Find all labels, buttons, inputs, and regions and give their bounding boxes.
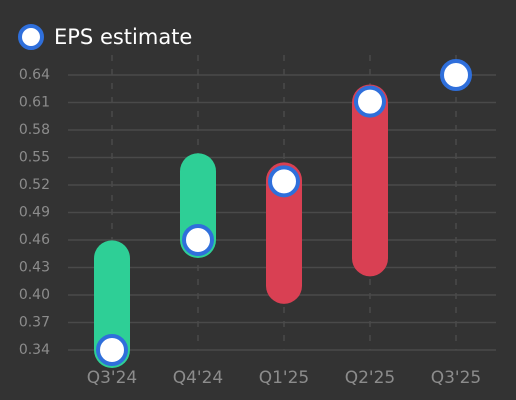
x-tick-label: Q3'24 xyxy=(87,368,138,388)
y-tick-label: 0.55 xyxy=(19,150,50,166)
range-bar-down xyxy=(266,162,302,304)
y-tick-label: 0.37 xyxy=(19,315,50,331)
x-tick-label: Q3'25 xyxy=(431,368,482,388)
eps-estimate-marker xyxy=(440,59,472,91)
legend-label: EPS estimate xyxy=(54,25,193,49)
y-tick-label: 0.46 xyxy=(19,232,50,248)
eps-estimate-marker xyxy=(182,224,214,256)
range-bar-up xyxy=(94,240,130,368)
range-bars xyxy=(94,84,388,368)
x-tick-label: Q1'25 xyxy=(259,368,310,388)
y-axis-ticks: 0.34 0.37 0.40 0.43 0.46 0.49 0.52 0.55 0.58 0.61… xyxy=(19,67,50,358)
y-tick-label: 0.40 xyxy=(19,287,50,303)
x-tick-label: Q2'25 xyxy=(345,368,396,388)
y-tick-label: 0.58 xyxy=(19,122,50,138)
y-tick-label: 0.52 xyxy=(19,177,50,193)
y-tick-label: 0.49 xyxy=(19,205,50,221)
range-bar-down xyxy=(352,84,388,277)
estimate-markers xyxy=(96,59,472,366)
eps-estimate-marker xyxy=(354,85,386,118)
y-tick-label: 0.64 xyxy=(19,67,50,83)
x-axis-ticks: Q3'24 Q4'24 Q1'25 Q2'25 Q3'25 xyxy=(87,368,482,388)
y-tick-label: 0.61 xyxy=(19,95,50,111)
legend-marker-icon xyxy=(18,24,44,50)
eps-estimate-marker xyxy=(96,334,128,366)
eps-estimate-marker xyxy=(268,165,300,198)
y-tick-label: 0.43 xyxy=(19,260,50,276)
y-tick-label: 0.34 xyxy=(19,342,50,358)
x-tick-label: Q4'24 xyxy=(173,368,224,388)
legend: EPS estimate xyxy=(18,19,192,55)
